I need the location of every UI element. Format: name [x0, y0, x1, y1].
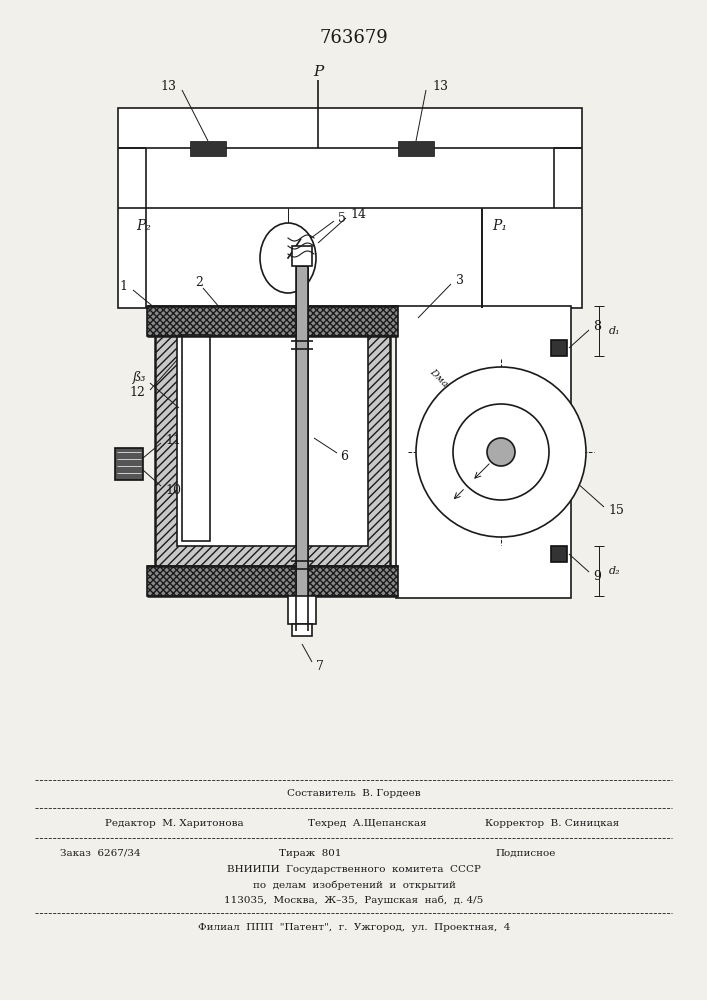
Text: Dмах: Dмах	[428, 367, 454, 393]
Text: 15: 15	[608, 504, 624, 516]
Text: Филиал  ППП  "Патент",  г.  Ужгород,  ул.  Проектная,  4: Филиал ППП "Патент", г. Ужгород, ул. Про…	[198, 924, 510, 932]
Bar	[177, 330, 368, 546]
Text: 1: 1	[119, 279, 127, 292]
Text: 9: 9	[593, 570, 601, 582]
Text: Техред  А.Щепанская: Техред А.Щепанская	[308, 820, 426, 828]
Text: 763679: 763679	[320, 29, 388, 47]
Text: 3: 3	[456, 273, 464, 286]
Text: 14: 14	[350, 208, 366, 221]
Bar	[296, 266, 308, 631]
Text: 8: 8	[593, 320, 601, 332]
Bar	[147, 306, 398, 336]
Text: 10: 10	[165, 484, 181, 496]
Text: P: P	[313, 65, 323, 79]
Bar	[182, 335, 210, 541]
Circle shape	[487, 438, 515, 466]
Bar	[147, 566, 398, 596]
Text: Тираж  801: Тираж 801	[279, 848, 341, 857]
Text: Заказ  6267/34: Заказ 6267/34	[60, 848, 141, 857]
Bar	[118, 108, 582, 308]
Text: Подписное: Подписное	[495, 848, 556, 857]
Text: Корректор  В. Синицкая: Корректор В. Синицкая	[485, 820, 619, 828]
Text: 13: 13	[432, 80, 448, 93]
Text: P₂: P₂	[136, 219, 151, 233]
Text: ß₃: ß₃	[132, 371, 145, 384]
Text: 11: 11	[165, 434, 181, 446]
Text: d₂: d₂	[609, 566, 621, 576]
Text: Составитель  В. Гордеев: Составитель В. Гордеев	[287, 790, 421, 798]
Text: d₁: d₁	[609, 326, 621, 336]
Text: ВНИИПИ  Государственного  комитета  СССР: ВНИИПИ Государственного комитета СССР	[227, 865, 481, 874]
Bar	[551, 340, 567, 356]
Text: 5: 5	[338, 212, 346, 225]
Text: Редактор  М. Харитонова: Редактор М. Харитонова	[105, 820, 244, 828]
Text: 6: 6	[340, 450, 348, 462]
Text: P₁: P₁	[492, 219, 507, 233]
Text: 113035,  Москва,  Ж–35,  Раушская  наб,  д. 4/5: 113035, Москва, Ж–35, Раушская наб, д. 4…	[224, 895, 484, 905]
Text: 4: 4	[303, 611, 311, 624]
Text: 13: 13	[160, 80, 176, 93]
Bar	[551, 546, 567, 562]
Bar	[288, 596, 316, 624]
Text: по  делам  изобретений  и  открытий: по делам изобретений и открытий	[252, 880, 455, 890]
Text: Dмин: Dмин	[460, 399, 486, 425]
Ellipse shape	[260, 223, 316, 293]
Bar	[398, 141, 434, 156]
Text: 7: 7	[316, 660, 324, 672]
Bar	[292, 246, 312, 266]
Circle shape	[416, 367, 586, 537]
Text: 2: 2	[195, 275, 203, 288]
Circle shape	[453, 404, 549, 500]
Bar	[190, 141, 226, 156]
Bar	[155, 308, 390, 568]
Bar	[292, 624, 312, 636]
Bar	[115, 448, 143, 480]
Bar	[396, 306, 571, 598]
Text: 12: 12	[129, 386, 145, 399]
